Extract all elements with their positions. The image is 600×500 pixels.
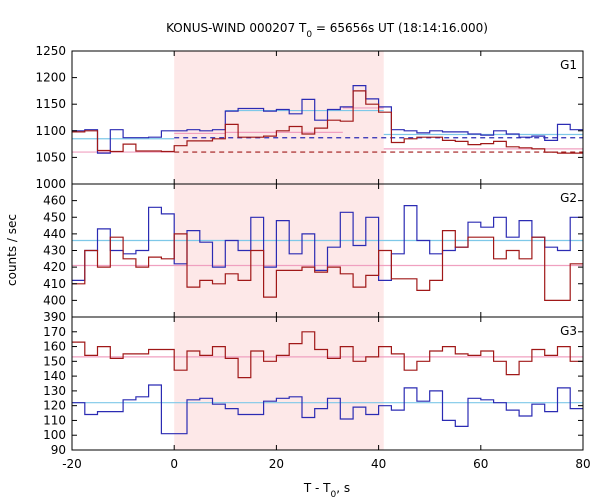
y-tick-label: 460 <box>43 194 66 208</box>
highlight-band <box>174 51 384 184</box>
y-tick-label: 450 <box>43 210 66 224</box>
y-tick-label: 90 <box>51 443 66 457</box>
y-axis-label: counts / sec <box>5 214 19 286</box>
x-tick-label: 80 <box>575 457 590 471</box>
panel-label: G2 <box>560 191 577 205</box>
y-tick-label: 160 <box>43 340 66 354</box>
panel-label: G3 <box>560 324 577 338</box>
y-tick-label: 440 <box>43 227 66 241</box>
xlabel-subscript: 0 <box>331 490 337 500</box>
y-tick-label: 150 <box>43 354 66 368</box>
y-tick-label: 140 <box>43 369 66 383</box>
x-tick-label: 60 <box>473 457 488 471</box>
y-tick-label: 410 <box>43 277 66 291</box>
y-tick-label: 120 <box>43 399 66 413</box>
x-axis-label: T - T0, s <box>303 481 350 500</box>
x-tick-label: 40 <box>371 457 386 471</box>
series-blue-line <box>72 85 583 154</box>
panel-g2: 390 400 410 420 430 440 450 460 G2 <box>43 183 584 324</box>
y-tick-label: 430 <box>43 244 66 258</box>
series-red-line <box>72 230 583 301</box>
y-tick-label: 110 <box>43 413 66 427</box>
panels-group: 100010501100115012001250G139040041042043… <box>35 44 590 471</box>
panel-frame <box>71 316 584 451</box>
y-tick-label: 1050 <box>35 150 66 164</box>
highlight-band <box>174 184 384 317</box>
chart-title: KONUS-WIND 000207 T0 = 65656s UT (18:14:… <box>166 21 488 40</box>
x-tick-label: 0 <box>170 457 178 471</box>
series-blue-line <box>72 205 583 281</box>
series-blue-line <box>72 384 583 435</box>
y-tick-label: 170 <box>43 325 66 339</box>
y-tick-label: 1200 <box>35 71 66 85</box>
panel-g1: 1000 1050 1100 1150 1200 1250 G1 <box>35 44 584 191</box>
y-tick-label: 1150 <box>35 97 66 111</box>
title-rest: = 65656s UT (18:14:16.000) <box>312 21 488 35</box>
panel-label: G1 <box>560 58 577 72</box>
highlight-band <box>174 317 384 450</box>
y-tick-label: 390 <box>43 310 66 324</box>
series-red-line <box>72 331 583 379</box>
y-tick-label: 1000 <box>35 177 66 191</box>
y-tick-label: 1100 <box>35 124 66 138</box>
series-red-line <box>72 90 583 154</box>
y-tick-label: 130 <box>43 384 66 398</box>
title-subscript: 0 <box>306 30 312 40</box>
y-tick-label: 1250 <box>35 44 66 58</box>
xlabel-rest: , s <box>336 481 350 495</box>
xlabel-main: T - T <box>303 481 331 495</box>
x-tick-label: -20 <box>62 457 82 471</box>
title-main: KONUS-WIND 000207 T <box>166 21 307 35</box>
y-tick-label: 100 <box>43 428 66 442</box>
y-tick-label: 400 <box>43 293 66 307</box>
y-tick-label: 420 <box>43 260 66 274</box>
x-tick-label: 20 <box>269 457 284 471</box>
